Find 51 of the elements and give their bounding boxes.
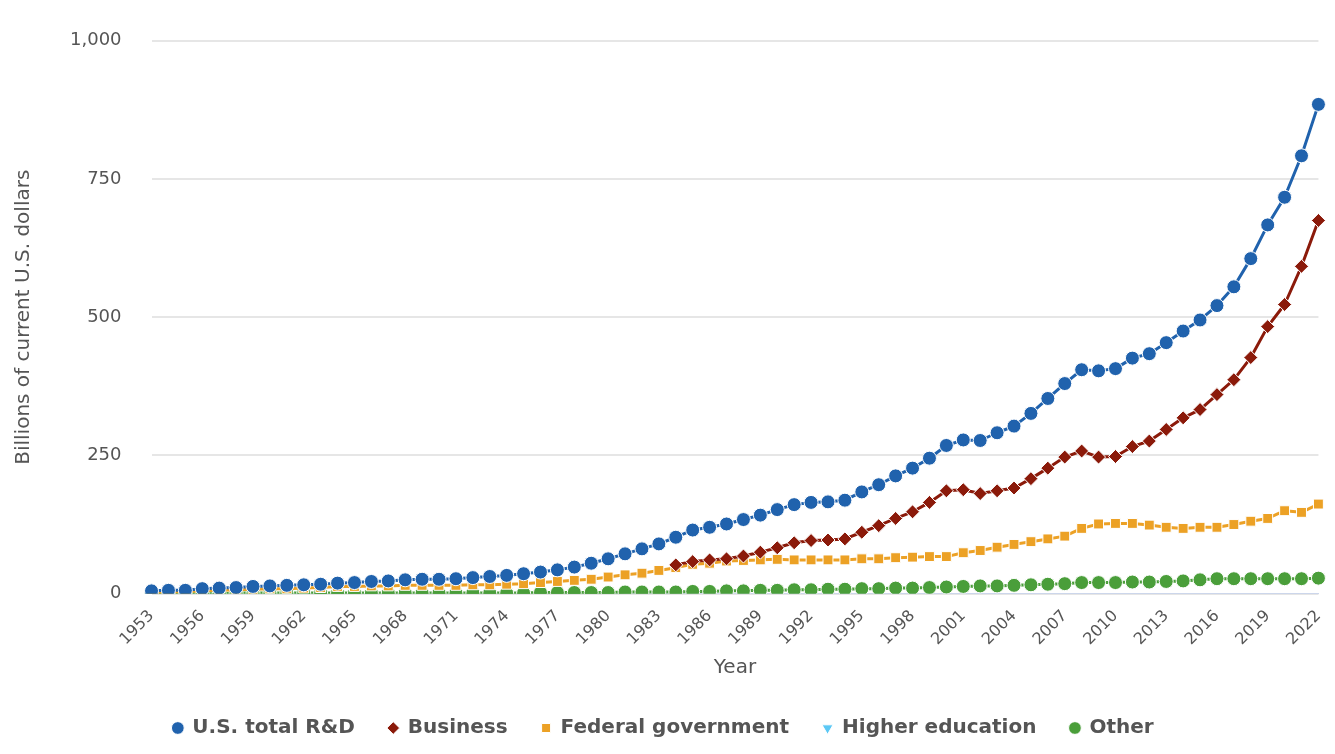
point [769, 540, 785, 556]
point [837, 531, 853, 547]
point [1141, 433, 1157, 449]
y-tick-label: 1,000 [70, 28, 122, 50]
point [1107, 449, 1123, 465]
point [905, 504, 921, 520]
point [854, 524, 870, 540]
point [1277, 297, 1293, 312]
point [803, 533, 819, 549]
legend-label: Higher education [842, 714, 1037, 739]
y-tick-label: 500 [87, 304, 122, 326]
y-tick-label: 0 [110, 581, 122, 603]
point [1226, 372, 1242, 388]
point [1091, 449, 1107, 465]
y-tick-label: 750 [87, 166, 122, 188]
legend-label: U.S. total R&D [192, 714, 355, 739]
point [1040, 460, 1056, 476]
point [1243, 350, 1259, 366]
point [888, 510, 904, 526]
legend-label: Federal government [560, 714, 790, 739]
point [871, 518, 887, 534]
point [955, 482, 971, 498]
x-axis-title: Year [712, 654, 757, 679]
point [938, 483, 954, 499]
point [1006, 480, 1022, 496]
point [1260, 319, 1276, 335]
point [786, 535, 802, 551]
point [1158, 421, 1174, 437]
point [668, 557, 684, 573]
point [972, 486, 988, 502]
point [921, 494, 937, 510]
point [752, 544, 768, 560]
y-tick-label: 250 [87, 443, 122, 465]
point [1074, 443, 1090, 459]
point [719, 551, 735, 567]
point [702, 552, 718, 568]
point [1294, 258, 1310, 274]
point [1057, 449, 1073, 465]
point [1192, 402, 1208, 418]
legend-label: Other [1089, 714, 1154, 739]
legend-label: Business [407, 714, 508, 739]
y-axis-title: Billions of current U.S. dollars [10, 169, 35, 465]
point [685, 554, 701, 570]
point [1124, 439, 1140, 455]
point [1023, 471, 1039, 487]
point [1175, 410, 1191, 426]
point [989, 483, 1005, 499]
point [735, 548, 751, 564]
point [1310, 212, 1326, 228]
point [820, 532, 836, 548]
point [1209, 387, 1225, 403]
